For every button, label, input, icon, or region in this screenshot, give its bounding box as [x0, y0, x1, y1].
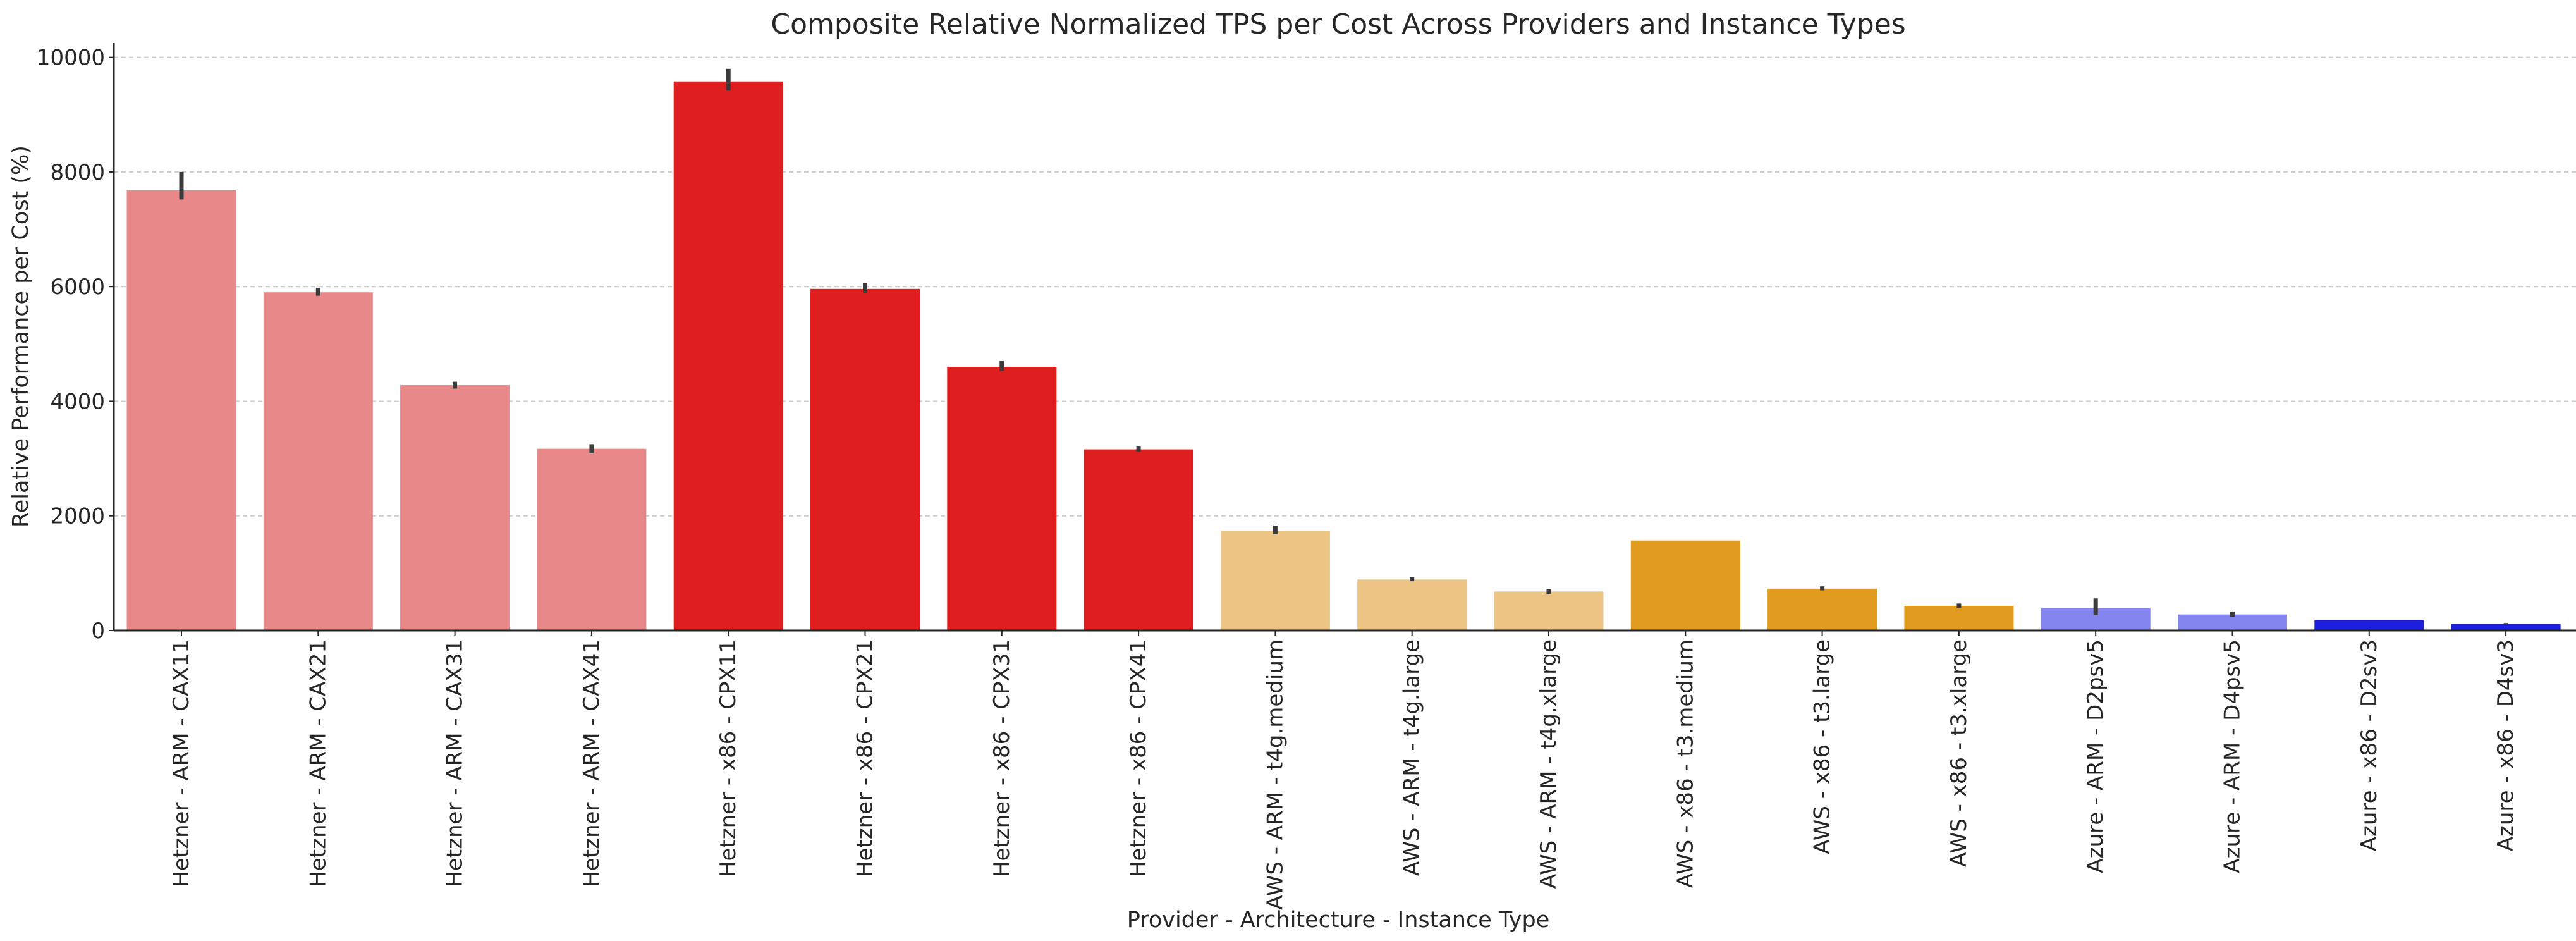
bar [537, 448, 647, 630]
x-tick-label: Hetzner - ARM - CAX41 [579, 639, 604, 887]
x-tick-label: AWS - ARM - t4g.large [1400, 639, 1425, 876]
x-tick-label: AWS - x86 - t3.medium [1673, 639, 1698, 888]
x-tick-label: AWS - x86 - t3.xlarge [1946, 639, 1972, 867]
bar [1357, 579, 1467, 630]
bar [2178, 614, 2287, 630]
y-axis-label: Relative Performance per Cost (%) [8, 145, 34, 527]
bars [126, 81, 2561, 631]
bar [263, 292, 373, 630]
bar [2314, 620, 2424, 630]
x-ticks: Hetzner - ARM - CAX11 Hetzner - ARM - CAX… [169, 630, 2518, 910]
x-tick-label: Hetzner - x86 - CPX31 [989, 639, 1015, 877]
x-tick-label: AWS - ARM - t4g.medium [1262, 639, 1288, 910]
x-axis-label: Provider - Architecture - Instance Type [1127, 907, 1550, 933]
y-tick-label: 10000 [37, 46, 105, 71]
x-tick-label: Azure - x86 - D2sv3 [2357, 639, 2382, 851]
axes [113, 43, 2576, 632]
bar [2451, 624, 2561, 630]
bar [1767, 588, 1877, 630]
x-tick-label: Hetzner - ARM - CAX11 [169, 639, 194, 887]
x-tick-label: Hetzner - ARM - CAX21 [305, 639, 331, 887]
bar [1630, 540, 1740, 630]
bar [400, 385, 510, 630]
chart-title: Composite Relative Normalized TPS per Co… [771, 8, 1905, 40]
bar [1494, 591, 1604, 630]
bar [810, 288, 920, 630]
y-ticks: 0 2000 4000 6000 8000 10000 [37, 46, 114, 644]
x-tick-label: Hetzner - x86 - CPX21 [853, 639, 878, 877]
bar [673, 81, 783, 631]
x-tick-label: Hetzner - x86 - CPX11 [716, 639, 741, 877]
x-tick-label: Hetzner - ARM - CAX31 [443, 639, 468, 887]
bar [1220, 531, 1330, 630]
y-tick-label: 8000 [50, 160, 105, 185]
x-tick-label: Hetzner - x86 - CPX41 [1126, 639, 1151, 877]
x-tick-label: AWS - ARM - t4g.xlarge [1536, 639, 1561, 889]
x-tick-label: AWS - x86 - t3.large [1810, 639, 1835, 854]
y-tick-label: 6000 [50, 274, 105, 300]
grid-lines [114, 56, 2576, 517]
y-tick-label: 4000 [50, 389, 105, 414]
bar [947, 367, 1057, 630]
x-tick-label: Azure - x86 - D4sv3 [2493, 639, 2518, 851]
bar [126, 190, 236, 630]
x-tick-label: Azure - ARM - D2psv5 [2083, 639, 2108, 873]
error-bars [179, 68, 2508, 625]
bar [1904, 606, 2014, 630]
y-tick-label: 2000 [50, 504, 105, 529]
x-tick-label: Azure - ARM - D4psv5 [2220, 639, 2245, 873]
y-tick-label: 0 [91, 618, 105, 644]
bar [1084, 449, 1193, 630]
